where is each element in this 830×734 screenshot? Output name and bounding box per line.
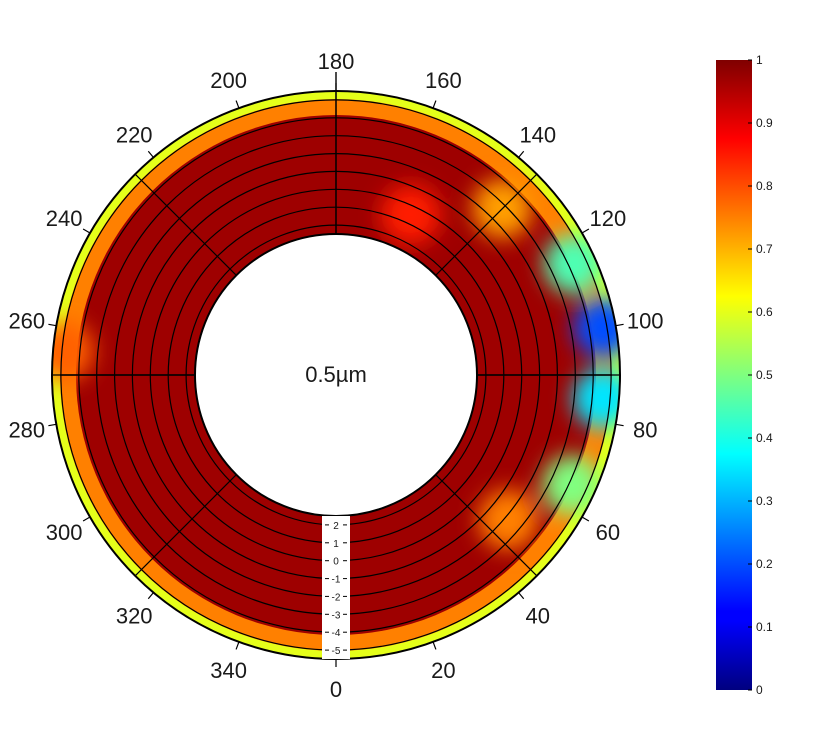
- colorbar-tick-label: 0.9: [756, 116, 773, 130]
- colorbar-tick-label: 0.3: [756, 494, 773, 508]
- colorbar: 0 0.1 0.2 0.3 0.4 0.5 0.6 0.7 0.8 0.9 1: [716, 53, 773, 697]
- angular-grid-line: [134, 474, 237, 577]
- colorbar-tick-label: 0.2: [756, 557, 773, 571]
- angle-tick-mark: [615, 423, 624, 427]
- radial-tick-label: -5: [332, 646, 341, 657]
- colorbar-ticks: 0 0.1 0.2 0.3 0.4 0.5 0.6 0.7 0.8 0.9 1: [748, 53, 773, 697]
- angle-tick-label: 300: [46, 520, 83, 545]
- angle-tick-label: 140: [519, 123, 556, 148]
- angle-tick-mark: [147, 592, 154, 600]
- heat-feature: [544, 234, 604, 294]
- radial-tick-label: -1: [332, 575, 341, 586]
- radial-tick-label: 0: [333, 557, 339, 568]
- angle-tick-label: 0: [330, 677, 342, 702]
- angle-tick-mark: [615, 323, 624, 327]
- radial-tick-label: -3: [332, 610, 341, 621]
- colorbar-scale: [716, 60, 752, 690]
- angle-tick-label: 340: [210, 658, 247, 683]
- angle-tick-label: 240: [46, 206, 83, 231]
- angle-labels: 0204060801001201401601802002202402602803…: [8, 49, 663, 702]
- heat-feature: [573, 297, 634, 358]
- colorbar-tick-label: 1: [756, 53, 763, 67]
- radial-tick-label: 1: [333, 539, 339, 550]
- angle-tick-label: 280: [8, 418, 45, 443]
- angle-tick-mark: [147, 150, 154, 158]
- angle-tick-label: 220: [116, 123, 153, 148]
- colorbar-tick-label: 0.5: [756, 368, 773, 382]
- heat-feature: [380, 184, 441, 245]
- angle-tick-mark: [518, 150, 525, 158]
- angle-tick-mark: [48, 323, 57, 327]
- angle-tick-label: 40: [526, 604, 550, 629]
- radial-ticks: 2 1 0 -1 -2 -3 -4 -5: [325, 521, 347, 657]
- angle-tick-label: 200: [210, 68, 247, 93]
- angular-grid-line: [134, 173, 237, 276]
- colorbar-tick-label: 0.8: [756, 179, 773, 193]
- heat-feature: [542, 455, 603, 516]
- angle-tick-mark: [48, 423, 57, 427]
- colorbar-tick-label: 0.6: [756, 305, 773, 319]
- heat-feature: [572, 368, 633, 429]
- angle-tick-mark: [581, 228, 590, 234]
- angle-tick-mark: [432, 641, 437, 650]
- angular-grid-line: [435, 173, 538, 276]
- center-label: 0.5µm: [305, 362, 367, 387]
- angle-tick-mark: [581, 516, 590, 522]
- radial-tick-label: -2: [332, 592, 341, 603]
- angle-tick-mark: [235, 641, 240, 650]
- angle-tick-mark: [82, 516, 91, 522]
- radial-tick-label: -4: [332, 628, 341, 639]
- angle-tick-label: 260: [8, 309, 45, 334]
- colorbar-tick-label: 0.7: [756, 242, 773, 256]
- angle-tick-label: 20: [431, 658, 455, 683]
- colorbar-tick-label: 0.4: [756, 431, 773, 445]
- angular-grid-line: [435, 474, 538, 577]
- angle-tick-label: 120: [590, 206, 627, 231]
- angle-tick-mark: [432, 100, 437, 109]
- angle-tick-label: 80: [633, 418, 657, 443]
- angle-tick-label: 320: [116, 604, 153, 629]
- angle-tick-mark: [518, 592, 525, 600]
- radial-scale-strip: [322, 516, 350, 659]
- colorbar-tick-label: 0: [756, 683, 763, 697]
- radial-tick-label: 2: [333, 521, 339, 532]
- angle-tick-mark: [82, 228, 91, 234]
- radial-scale: 2 1 0 -1 -2 -3 -4 -5: [322, 516, 350, 659]
- angle-tick-label: 60: [596, 520, 620, 545]
- angle-tick-label: 100: [627, 309, 664, 334]
- colorbar-tick-label: 0.1: [756, 620, 773, 634]
- angle-tick-label: 180: [318, 49, 355, 74]
- angle-tick-mark: [235, 100, 240, 109]
- angle-tick-label: 160: [425, 68, 462, 93]
